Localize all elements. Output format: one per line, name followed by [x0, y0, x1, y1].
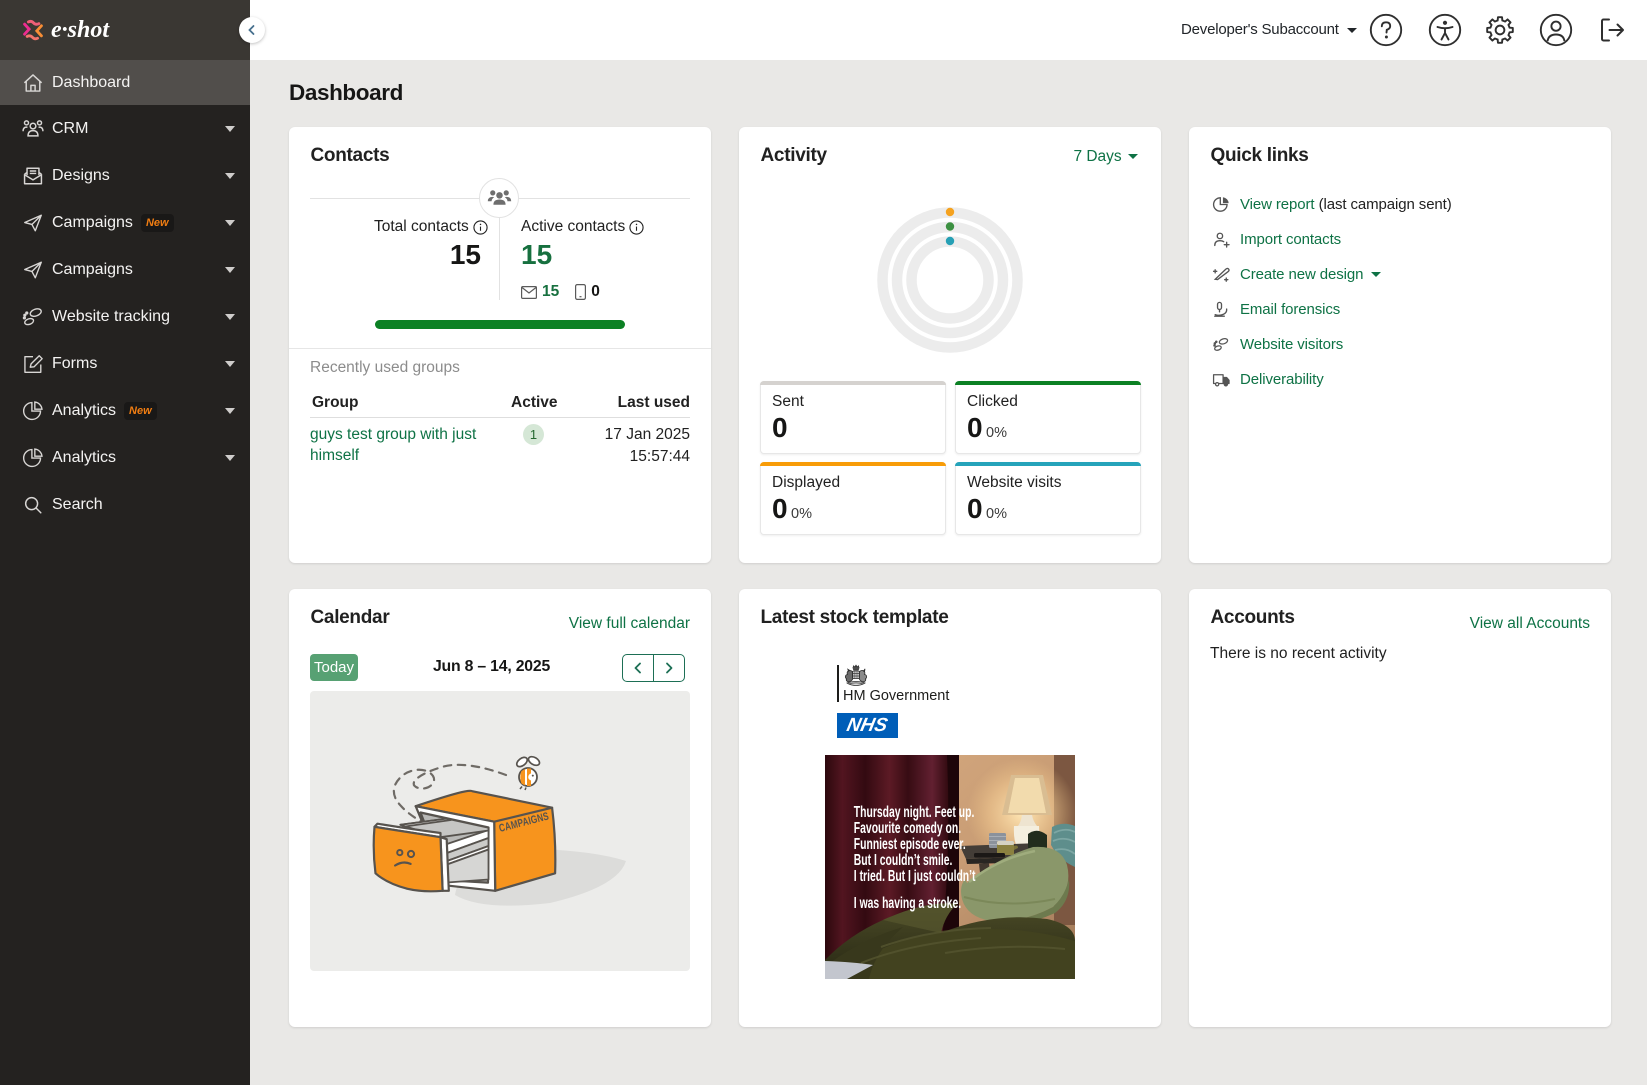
svg-text:Favourite comedy on.: Favourite comedy on. — [854, 819, 961, 837]
svg-text:I was having a stroke.: I was having a stroke. — [854, 894, 961, 912]
svg-text:Thursday night. Feet up.: Thursday night. Feet up. — [854, 803, 975, 821]
svg-text:Funniest episode ever.: Funniest episode ever. — [854, 835, 966, 853]
svg-text:But I couldn’t smile.: But I couldn’t smile. — [854, 851, 953, 869]
svg-text:I tried. But I just couldn’t: I tried. But I just couldn’t — [854, 867, 976, 885]
